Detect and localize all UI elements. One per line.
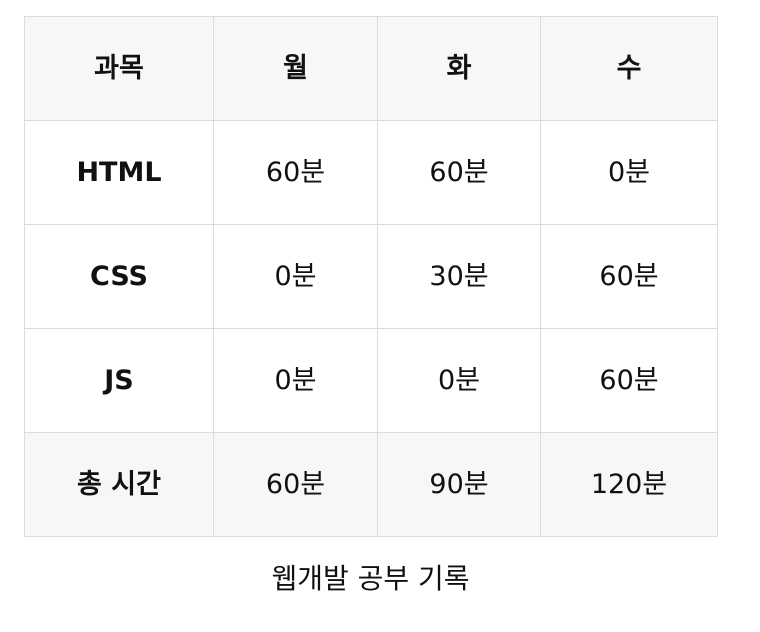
table-cell: 0분 <box>540 120 718 225</box>
total-cell: 90분 <box>377 432 541 537</box>
total-row: 총 시간 60분 90분 120분 <box>24 432 718 537</box>
total-label-cell: 총 시간 <box>24 432 214 537</box>
table-cell: 0분 <box>213 328 378 433</box>
table-cell: 30분 <box>377 224 541 329</box>
table-caption: 웹개발 공부 기록 <box>271 562 470 595</box>
header-cell-monday: 월 <box>213 16 378 121</box>
table-header: 과목 월 화 수 <box>24 16 718 121</box>
table-body: HTML 60분 60분 0분 CSS 0분 30분 60분 JS 0분 0분 … <box>24 120 718 433</box>
table-cell: 60분 <box>540 328 718 433</box>
table-row: CSS 0분 30분 60분 <box>24 224 718 329</box>
header-row: 과목 월 화 수 <box>24 16 718 121</box>
header-cell-wednesday: 수 <box>540 16 718 121</box>
table-cell: 60분 <box>213 120 378 225</box>
study-table-container: 과목 월 화 수 HTML 60분 60분 0분 CSS 0분 30분 60분 … <box>24 16 718 537</box>
table-row: JS 0분 0분 60분 <box>24 328 718 433</box>
header-cell-subject: 과목 <box>24 16 214 121</box>
table-cell: 60분 <box>540 224 718 329</box>
table-footer: 총 시간 60분 90분 120분 <box>24 432 718 537</box>
row-subject-cell: JS <box>24 328 214 433</box>
table-cell: 0분 <box>377 328 541 433</box>
total-cell: 60분 <box>213 432 378 537</box>
header-cell-tuesday: 화 <box>377 16 541 121</box>
table-row: HTML 60분 60분 0분 <box>24 120 718 225</box>
table-cell: 0분 <box>213 224 378 329</box>
row-subject-cell: CSS <box>24 224 214 329</box>
total-cell: 120분 <box>540 432 718 537</box>
row-subject-cell: HTML <box>24 120 214 225</box>
study-record-table: 과목 월 화 수 HTML 60분 60분 0분 CSS 0분 30분 60분 … <box>24 16 718 537</box>
table-cell: 60분 <box>377 120 541 225</box>
